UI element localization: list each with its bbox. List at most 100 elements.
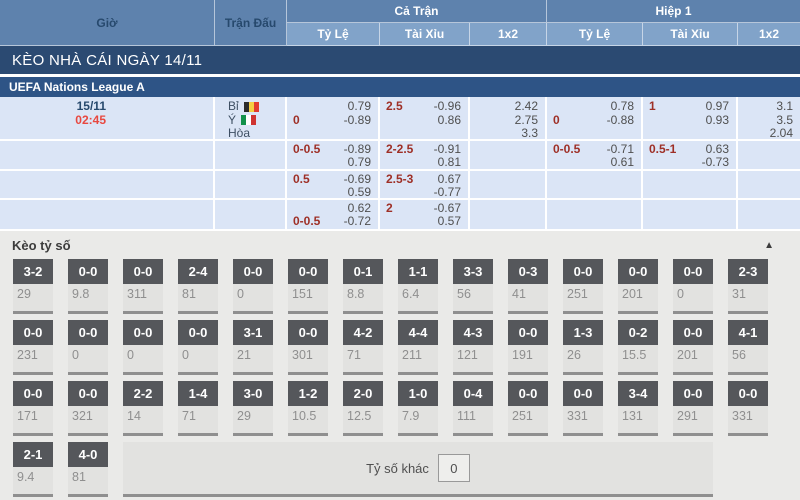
score-box[interactable]: 1-3 26 [563, 320, 603, 375]
score-box[interactable]: 3-1 21 [233, 320, 273, 375]
score-box[interactable]: 0-2 15.5 [618, 320, 658, 375]
score-box[interactable]: 0-4 111 [453, 381, 493, 436]
match-teams-cell[interactable]: Bỉ Ý Hòa [215, 97, 287, 139]
score-label: 2-4 [178, 259, 218, 284]
match-time-cell [0, 171, 215, 198]
odds-cell-ft-handicap[interactable]: 0.5 -0.69 0.59 [287, 171, 380, 198]
score-box[interactable]: 1-2 10.5 [288, 381, 328, 436]
score-box[interactable]: 0-0 331 [728, 381, 768, 436]
handicap-label: 0.5-1 [649, 142, 677, 156]
score-box[interactable]: 4-3 121 [453, 320, 493, 375]
odds-cell-ft-ou[interactable]: 2-2.5 -0.91 0.81 [380, 141, 470, 169]
odds-value: 0.79 [347, 155, 371, 169]
score-label: 0-0 [673, 381, 713, 406]
score-box[interactable]: 0-0 9.8 [68, 259, 108, 314]
score-box[interactable]: 0-1 8.8 [343, 259, 383, 314]
column-header-h1-1x2: 1x2 [738, 23, 800, 46]
score-label: 0-0 [728, 381, 768, 406]
odds-cell-ft-1x2[interactable]: 2.42 2.75 3.3 [470, 97, 547, 139]
score-box[interactable]: 0-0 0 [673, 259, 713, 314]
group-header-full-match: Cả Trận [287, 0, 547, 23]
column-header-ft-1x2: 1x2 [470, 23, 547, 46]
odds-cell-ft-handicap[interactable]: 0.79 0 -0.89 [287, 97, 380, 139]
other-score-input[interactable]: 0 [437, 454, 470, 482]
score-box[interactable]: 0-0 0 [178, 320, 218, 375]
score-box[interactable]: 0-0 151 [288, 259, 328, 314]
odds-cell-h1-handicap[interactable]: 0.78 0 -0.88 [547, 97, 643, 139]
score-box[interactable]: 3-4 131 [618, 381, 658, 436]
score-box[interactable]: 1-0 7.9 [398, 381, 438, 436]
score-box[interactable]: 4-1 56 [728, 320, 768, 375]
column-header-ft-over-under: Tài Xỉu [380, 23, 470, 46]
score-box[interactable]: 2-3 31 [728, 259, 768, 314]
odds-cell-ft-ou[interactable]: 2.5 -0.96 0.86 [380, 97, 470, 139]
group-header-first-half: Hiệp 1 [547, 0, 800, 23]
odds-cell-ft-ou[interactable]: 2 -0.67 0.57 [380, 200, 470, 229]
score-label: 0-0 [508, 320, 548, 345]
score-box[interactable]: 4-4 211 [398, 320, 438, 375]
score-odds-value: 251 [563, 284, 603, 311]
score-label: 2-0 [343, 381, 383, 406]
odds-cell-h1-handicap[interactable]: 0-0.5 -0.71 0.61 [547, 141, 643, 169]
score-label: 1-2 [288, 381, 328, 406]
odds-row: 0.62 0-0.5 -0.72 2 -0.67 0.57 [0, 200, 800, 231]
score-box[interactable]: 3-3 56 [453, 259, 493, 314]
odds-cell-ft-handicap[interactable]: 0-0.5 -0.89 0.79 [287, 141, 380, 169]
odds-cell-h1-ou[interactable]: 1 0.97 0.93 [643, 97, 738, 139]
score-box[interactable]: 0-0 0 [68, 320, 108, 375]
score-box[interactable]: 0-0 231 [13, 320, 53, 375]
score-box[interactable]: 3-0 29 [233, 381, 273, 436]
score-box[interactable]: 0-0 191 [508, 320, 548, 375]
score-odds-value: 14 [123, 406, 163, 433]
score-box[interactable]: 1-1 6.4 [398, 259, 438, 314]
score-box[interactable]: 0-0 251 [508, 381, 548, 436]
score-box[interactable]: 2-0 12.5 [343, 381, 383, 436]
score-box[interactable]: 0-0 0 [123, 320, 163, 375]
score-box[interactable]: 0-0 331 [563, 381, 603, 436]
column-header-ft-odds: Tỷ Lệ [287, 23, 380, 46]
score-box[interactable]: 0-0 201 [673, 320, 713, 375]
odds-value: -0.73 [701, 155, 729, 169]
odds-cell-ft-handicap[interactable]: 0.62 0-0.5 -0.72 [287, 200, 380, 229]
score-box[interactable]: 0-0 291 [673, 381, 713, 436]
score-box[interactable]: 0-0 311 [123, 259, 163, 314]
score-label: 0-0 [618, 259, 658, 284]
odds-cell-h1-ou[interactable]: 0.5-1 0.63 -0.73 [643, 141, 738, 169]
score-label: 1-0 [398, 381, 438, 406]
score-box[interactable]: 1-4 71 [178, 381, 218, 436]
odds-value: 2.75 [514, 112, 538, 127]
score-odds-value: 7.9 [398, 406, 438, 433]
score-box[interactable]: 2-4 81 [178, 259, 218, 314]
score-box[interactable]: 4-2 71 [343, 320, 383, 375]
odds-value: -0.89 [343, 112, 371, 127]
score-box[interactable]: 0-0 301 [288, 320, 328, 375]
handicap-label: 0 [553, 112, 560, 127]
odds-cell-ft-1x2 [470, 171, 547, 198]
odds-value: 3.5 [776, 112, 793, 127]
score-box[interactable]: 0-0 321 [68, 381, 108, 436]
match-time: 02:45 [75, 112, 106, 127]
score-box[interactable]: 4-0 81 [68, 442, 108, 497]
score-box[interactable]: 3-2 29 [13, 259, 53, 314]
other-score-label: Tỷ số khác [366, 460, 429, 476]
score-box[interactable]: 2-2 14 [123, 381, 163, 436]
score-label: 0-0 [13, 320, 53, 345]
odds-cell-ft-ou[interactable]: 2.5-3 0.67 -0.77 [380, 171, 470, 198]
league-bar[interactable]: UEFA Nations League A [0, 77, 800, 97]
handicap-label: 0-0.5 [553, 142, 581, 156]
score-odds-value: 111 [453, 406, 493, 433]
score-label: 0-3 [508, 259, 548, 284]
odds-cell-h1-handicap [547, 171, 643, 198]
odds-cell-h1-1x2[interactable]: 3.1 3.5 2.04 [738, 97, 800, 139]
score-box[interactable]: 0-0 171 [13, 381, 53, 436]
score-box[interactable]: 0-3 41 [508, 259, 548, 314]
odds-value: -0.88 [606, 112, 634, 127]
score-box[interactable]: 0-0 0 [233, 259, 273, 314]
score-label: 0-0 [123, 259, 163, 284]
score-box[interactable]: 0-0 251 [563, 259, 603, 314]
collapse-arrow-icon[interactable]: ▲ [764, 239, 774, 251]
score-odds-value: 71 [343, 345, 383, 372]
score-box[interactable]: 0-0 201 [618, 259, 658, 314]
score-odds-value: 21 [233, 345, 273, 372]
score-box[interactable]: 2-1 9.4 [13, 442, 53, 497]
